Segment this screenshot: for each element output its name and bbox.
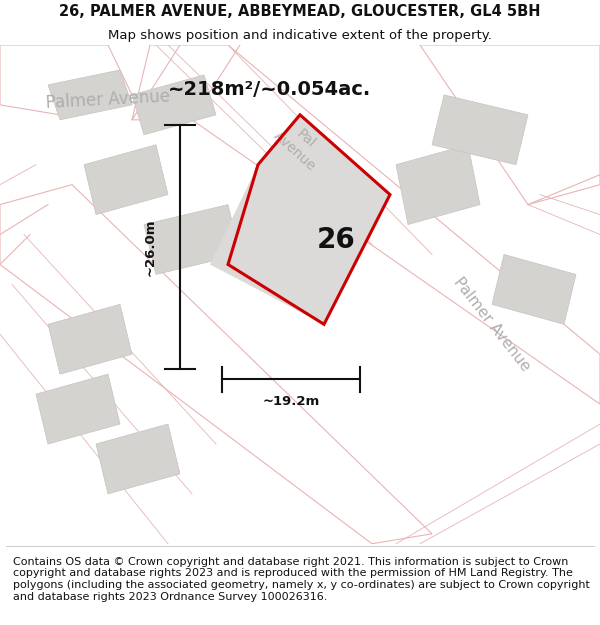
Polygon shape [48, 304, 132, 374]
Text: ~26.0m: ~26.0m [143, 218, 157, 276]
Polygon shape [0, 184, 432, 544]
Polygon shape [36, 374, 120, 444]
Text: Palmer Avenue: Palmer Avenue [451, 274, 533, 374]
Polygon shape [492, 254, 576, 324]
Polygon shape [84, 145, 168, 214]
Text: 26, PALMER AVENUE, ABBEYMEAD, GLOUCESTER, GL4 5BH: 26, PALMER AVENUE, ABBEYMEAD, GLOUCESTER… [59, 4, 541, 19]
Polygon shape [396, 145, 480, 224]
Polygon shape [144, 204, 240, 274]
Text: Pal
Avenue: Pal Avenue [271, 116, 329, 173]
Text: Contains OS data © Crown copyright and database right 2021. This information is : Contains OS data © Crown copyright and d… [13, 557, 590, 601]
Polygon shape [0, 45, 132, 115]
Polygon shape [48, 70, 132, 120]
Polygon shape [132, 75, 216, 135]
Text: 26: 26 [317, 226, 355, 254]
Polygon shape [96, 424, 180, 494]
Text: ~218m²/~0.054ac.: ~218m²/~0.054ac. [168, 81, 371, 99]
Text: Map shows position and indicative extent of the property.: Map shows position and indicative extent… [108, 29, 492, 42]
Polygon shape [210, 115, 390, 324]
Polygon shape [420, 45, 600, 204]
Polygon shape [432, 95, 528, 165]
Text: ~19.2m: ~19.2m [262, 395, 320, 408]
Text: Palmer Avenue: Palmer Avenue [46, 88, 170, 112]
Polygon shape [132, 45, 600, 404]
